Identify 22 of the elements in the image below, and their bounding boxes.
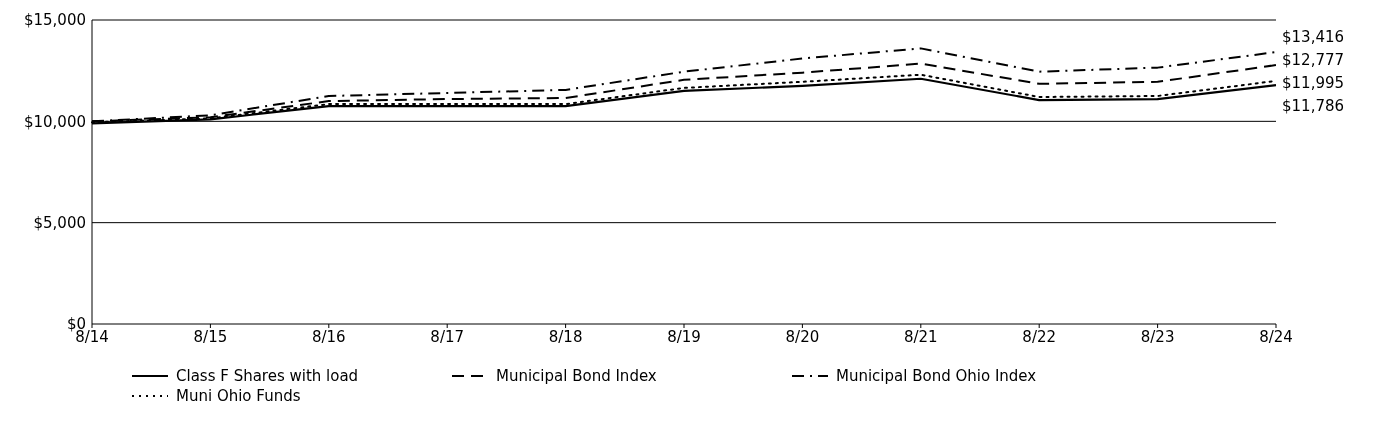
- data-label: $11,995: [1282, 73, 1345, 92]
- y-tick-label: $15,000: [23, 11, 86, 30]
- x-tick-label: 8/15: [193, 328, 228, 346]
- x-tick-label: 8/20: [785, 328, 820, 346]
- x-tick-label: 8/17: [430, 328, 465, 346]
- legend-label: Municipal Bond Index: [496, 367, 657, 386]
- y-tick-label: $10,000: [23, 112, 86, 131]
- legend-label: Muni Ohio Funds: [176, 387, 301, 406]
- x-tick-label: 8/14: [75, 328, 109, 346]
- x-tick-label: 8/23: [1140, 328, 1175, 346]
- x-tick-label: 8/19: [667, 328, 701, 346]
- data-label: $11,786: [1282, 96, 1345, 115]
- x-tick-label: 8/24: [1259, 328, 1293, 346]
- x-tick-label: 8/21: [903, 328, 938, 346]
- legend-label: Class F Shares with load: [176, 367, 359, 386]
- data-label: $12,777: [1282, 50, 1345, 69]
- data-label: $13,416: [1282, 27, 1345, 46]
- y-tick-label: $5,000: [33, 213, 86, 232]
- legend-label: Municipal Bond Ohio Index: [836, 367, 1037, 386]
- x-tick-label: 8/18: [548, 328, 583, 346]
- x-tick-label: 8/22: [1022, 328, 1057, 346]
- x-tick-label: 8/16: [311, 328, 346, 346]
